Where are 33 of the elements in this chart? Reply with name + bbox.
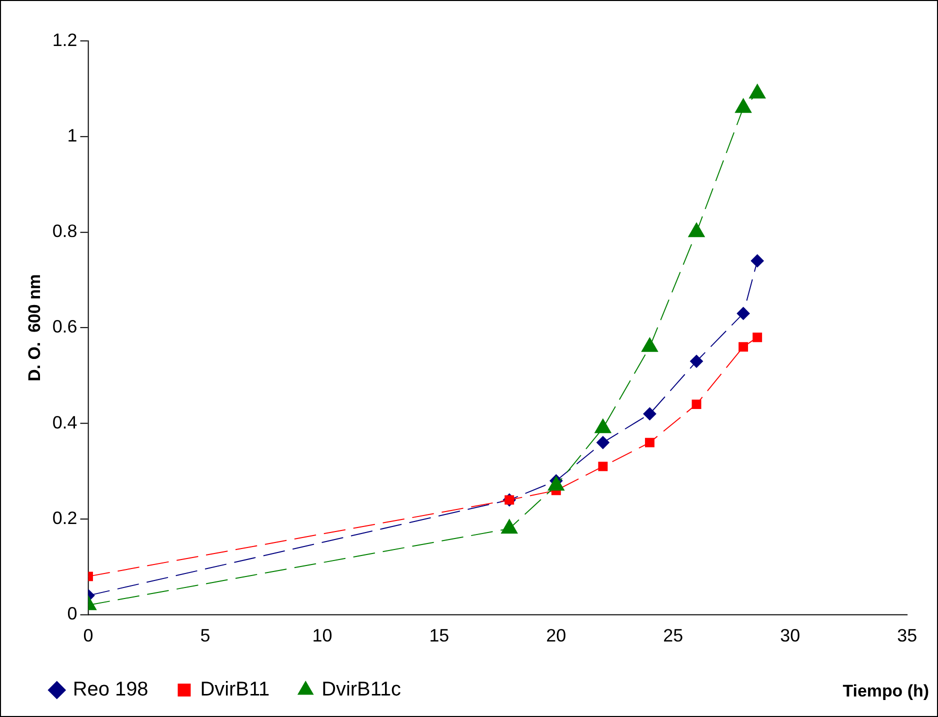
x-tick-label: 35 [897, 625, 918, 646]
x-tick-label: 25 [663, 625, 684, 646]
point [736, 306, 750, 320]
x-tick-label: 5 [200, 625, 210, 646]
x-axis-title: Tiempo (h) [842, 682, 930, 701]
legend-label: DvirB11c [322, 678, 402, 701]
y-tick-label: 1 [67, 125, 78, 146]
x-tick-label: 0 [83, 625, 94, 646]
y-tick-label: 0.6 [52, 316, 78, 337]
y-tick-label: 1.2 [52, 30, 78, 50]
x-tick-label: 10 [312, 625, 332, 646]
point [643, 407, 656, 420]
legend-label: Reo 198 [72, 678, 148, 701]
point [688, 222, 705, 238]
x-tick-label: 15 [429, 625, 450, 646]
y-tick-label: 0.2 [52, 508, 78, 528]
point [644, 438, 654, 448]
y-tick-label: 0 [67, 604, 78, 624]
x-tick-label: 30 [780, 625, 800, 646]
point [690, 354, 703, 368]
point [598, 462, 608, 472]
point [692, 400, 702, 410]
y-tick-label: 0.8 [52, 221, 78, 242]
point [735, 98, 752, 113]
point [749, 84, 766, 98]
point [750, 254, 764, 268]
point [752, 332, 762, 342]
point [596, 436, 610, 450]
y-tick-label: 0.4 [52, 412, 78, 432]
point [738, 342, 748, 352]
legend-label: DvirB11 [200, 678, 270, 701]
x-tick-label: 20 [546, 625, 566, 646]
y-axis-title: D. O. 600 nm [24, 274, 44, 382]
